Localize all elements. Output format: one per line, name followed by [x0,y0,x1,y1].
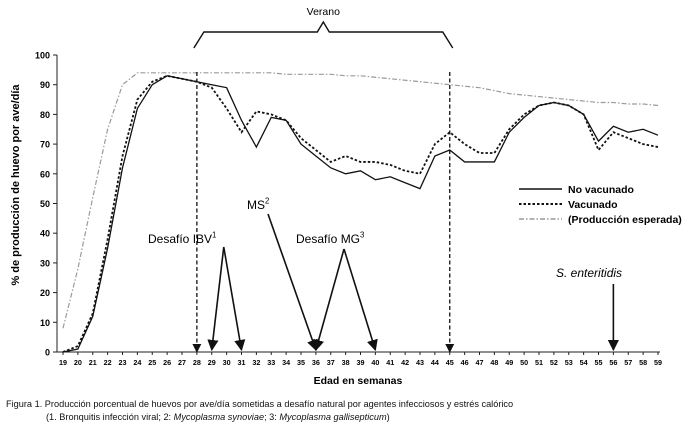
figure-caption: Figura 1. Producción porcentual de huevo… [6,398,696,423]
y-tick-label: 90 [40,80,50,90]
period-label: Verano [307,6,340,18]
y-axis-label: % de producción de huevo por ave/día [10,84,22,286]
x-tick-label: 31 [238,358,246,367]
caption-species-1: Mycoplasma synoviae [173,411,265,422]
x-tick-label: 36 [312,358,320,367]
y-tick-label: 40 [40,229,50,239]
y-tick-label: 10 [40,318,50,328]
x-tick-label: 22 [104,358,112,367]
y-tick-label: 70 [40,140,50,150]
legend-label: Vacunado [568,199,618,211]
y-tick-label: 100 [35,51,50,61]
x-tick-label: 46 [461,358,469,367]
annotation-ibv-arrow [207,246,225,352]
annotation-ms-text: MS [247,198,265,212]
x-tick-label: 54 [580,358,588,367]
x-axis-label: Edad en semanas [314,375,403,387]
caption-species-2: Mycoplasma gallisepticum [279,411,387,422]
x-tick-label: 39 [357,358,365,367]
annotation-mg-arrow [313,248,345,352]
annotation-mg: Desafío MG3 [296,231,364,246]
y-tick-label: 0 [45,348,50,358]
x-tick-label: 53 [565,358,573,367]
annotation-ibv: Desafío IBV1 [148,231,216,246]
legend: No vacunado Vacunado (Producción esperada) [519,184,682,226]
x-tick-label: 45 [446,358,454,367]
x-tick-label: 55 [595,358,603,367]
y-tick-label: 30 [40,258,50,268]
series-line [62,74,659,353]
x-tick-label: 19 [59,358,67,367]
annotation-ibv-text: Desafío IBV [148,232,212,246]
series-line [62,72,659,329]
x-tick-label: 37 [327,358,335,367]
x-tick-label: 27 [178,358,186,367]
annotation-mg-arrow [343,248,378,352]
x-tick-label: 42 [401,358,409,367]
annotation-salmonella: S. enteritidis [556,266,622,280]
x-tick-label: 25 [148,358,156,367]
x-tick-label: 26 [163,358,171,367]
x-tick-label: 33 [267,358,275,367]
caption-line-1: Figura 1. Producción porcentual de huevo… [6,399,514,409]
x-tick-label: 38 [342,358,350,367]
x-tick-label: 48 [490,358,498,367]
y-tick-label: 80 [40,110,50,120]
x-tick-label: 23 [119,358,127,367]
annotation-ms: MS2 [247,197,269,212]
x-tick-label: 32 [252,358,260,367]
legend-label: (Producción esperada) [568,214,682,226]
x-tick-label: 28 [193,358,201,367]
caption-part: ) [386,411,390,422]
annotation-mg-superscript: 3 [360,231,364,240]
caption-part: ; 3: [264,411,280,422]
x-tick-label: 20 [74,358,82,367]
x-tick-label: 50 [520,358,528,367]
x-tick-label: 51 [535,358,543,367]
x-tick-label: 34 [282,358,290,367]
x-tick-label: 24 [133,358,141,367]
annotations: Verano Desafío IBV1 MS2 Desafío MG3 S. enter… [148,6,622,353]
x-tick-label: 47 [476,358,484,367]
annotation-ms-arrow [267,213,318,352]
x-tick-label: 52 [550,358,558,367]
caption-line-2: (1. Bronquitis infección viral; 2: Mycop… [6,411,696,424]
x-tick-label: 57 [624,358,632,367]
period-brace [193,20,454,49]
series-layer [62,72,659,353]
x-tick-label: 21 [89,358,97,367]
y-tick-label: 50 [40,199,50,209]
legend-label: No vacunado [568,184,634,196]
x-tick-label: 41 [386,358,394,367]
annotation-salmonella-text: S. enteritidis [556,266,622,280]
x-tick-label: 35 [297,358,305,367]
x-tick-label: 58 [639,358,647,367]
caption-part: (1. Bronquitis infección viral; 2: [46,411,174,422]
annotation-ms-superscript: 2 [265,197,269,206]
annotation-ibv-superscript: 1 [212,231,216,240]
y-tick-label: 20 [40,288,50,298]
x-tick-label: 43 [416,358,424,367]
x-tick-label: 29 [208,358,216,367]
x-tick-label: 40 [371,358,379,367]
y-tick-label: 60 [40,169,50,179]
x-tick-label: 44 [431,358,439,367]
x-tick-label: 30 [223,358,231,367]
annotation-ibv-arrow [222,246,246,352]
x-tick-label: 49 [505,358,513,367]
x-tick-label: 59 [654,358,662,367]
annotation-mg-text: Desafío MG [296,232,360,246]
x-tick-label: 56 [609,358,617,367]
